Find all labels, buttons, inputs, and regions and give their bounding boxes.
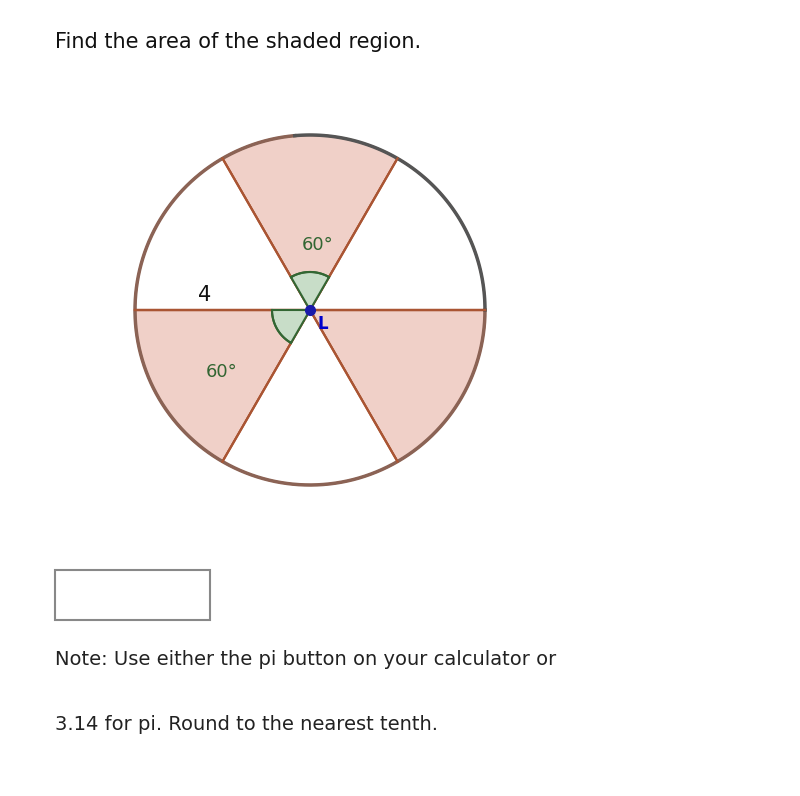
Text: 60°: 60°: [302, 236, 334, 254]
Text: 4: 4: [198, 285, 212, 305]
Polygon shape: [222, 135, 398, 310]
Polygon shape: [135, 310, 310, 462]
Text: Note: Use either the pi button on your calculator or: Note: Use either the pi button on your c…: [55, 650, 556, 669]
Bar: [55, 570, 210, 620]
Polygon shape: [135, 158, 310, 310]
Polygon shape: [310, 158, 485, 310]
Text: Find the area of the shaded region.: Find the area of the shaded region.: [55, 32, 421, 52]
Text: 3.14 for pi. Round to the nearest tenth.: 3.14 for pi. Round to the nearest tenth.: [55, 715, 438, 734]
Polygon shape: [222, 310, 398, 485]
Polygon shape: [310, 310, 485, 462]
Text: 60°: 60°: [206, 363, 238, 381]
Polygon shape: [272, 310, 310, 343]
Text: L: L: [318, 315, 328, 333]
Polygon shape: [291, 272, 329, 310]
